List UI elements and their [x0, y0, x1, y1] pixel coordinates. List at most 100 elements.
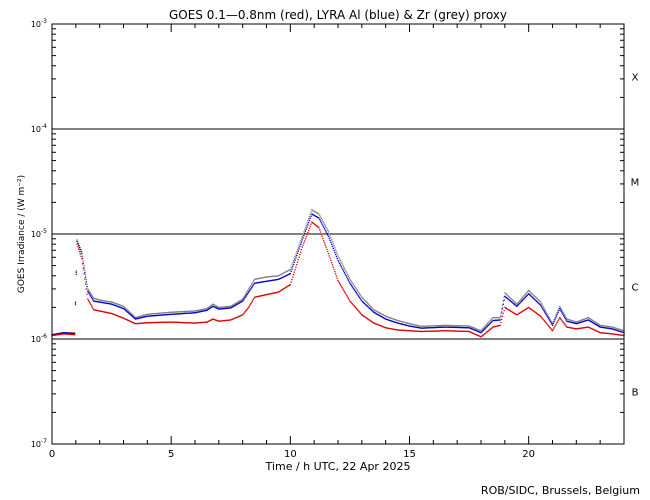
series-point	[436, 325, 439, 327]
series-point	[582, 327, 584, 329]
series-point	[78, 243, 80, 245]
series-point	[175, 321, 177, 323]
series-point	[483, 333, 485, 335]
series-point	[188, 312, 190, 314]
series-point	[113, 302, 115, 304]
series-point	[454, 330, 457, 332]
series-point	[381, 316, 384, 318]
series-point	[280, 273, 283, 275]
series-point	[392, 318, 394, 320]
series-point	[188, 322, 191, 324]
series-point	[288, 273, 290, 276]
series-point	[302, 237, 304, 239]
series-point	[244, 297, 246, 299]
series-point	[396, 319, 399, 322]
series-point	[93, 297, 96, 300]
series-point	[71, 332, 73, 335]
series-point	[304, 240, 306, 242]
series-point	[186, 322, 188, 324]
series-point	[442, 326, 444, 328]
series-point	[275, 275, 277, 277]
series-point	[266, 276, 268, 278]
series-point	[366, 318, 369, 320]
series-point	[514, 304, 516, 306]
series-point	[547, 316, 549, 318]
series-point	[131, 315, 133, 317]
series-point	[331, 239, 333, 241]
series-point	[157, 314, 159, 317]
series-point	[608, 332, 610, 335]
series-point	[563, 312, 565, 315]
series-point	[301, 235, 303, 238]
series-point	[331, 264, 334, 266]
series-point	[400, 329, 403, 331]
series-point	[97, 310, 99, 312]
series-point	[377, 314, 380, 316]
series-point	[168, 321, 171, 323]
series-point	[578, 322, 581, 324]
series-point	[621, 329, 624, 331]
series-point	[323, 240, 325, 242]
series-point	[420, 325, 423, 328]
series-point	[197, 322, 199, 324]
series-point	[135, 322, 137, 325]
series-point	[141, 314, 144, 317]
series-point	[144, 314, 146, 316]
series-point	[298, 244, 300, 246]
series-point	[94, 309, 96, 311]
series-point	[533, 310, 535, 313]
series-point	[447, 330, 449, 332]
series-point	[577, 320, 579, 323]
series-point	[611, 333, 613, 335]
series-point	[191, 310, 193, 312]
series-point	[515, 302, 517, 305]
series-point	[219, 306, 221, 309]
series-point	[139, 322, 141, 324]
series-point	[405, 324, 408, 326]
series-point	[617, 329, 619, 332]
series-point	[557, 311, 559, 313]
series-point	[392, 328, 394, 330]
series-point	[284, 286, 287, 289]
series-point	[451, 326, 453, 328]
series-point	[309, 213, 311, 215]
series-point	[560, 310, 562, 313]
series-point	[363, 299, 365, 301]
series-point	[570, 319, 573, 322]
series-point	[361, 314, 363, 316]
series-point	[272, 292, 274, 294]
series-point	[168, 311, 171, 314]
series-point	[551, 323, 554, 325]
series-point	[155, 312, 157, 315]
series-point	[82, 260, 84, 262]
series-point	[406, 329, 408, 332]
series-point	[223, 306, 225, 308]
series-point	[81, 257, 84, 260]
series-point	[306, 233, 308, 236]
series-point	[458, 326, 461, 329]
series-point	[52, 333, 54, 336]
series-point	[319, 220, 322, 222]
series-point	[386, 316, 388, 318]
series-point	[283, 276, 285, 278]
series-point	[171, 313, 173, 315]
series-point	[609, 327, 612, 330]
series-point	[496, 319, 498, 321]
series-point	[614, 333, 616, 335]
series-point	[288, 269, 291, 271]
series-point	[559, 307, 562, 309]
series-point	[401, 329, 404, 331]
series-point	[509, 297, 512, 299]
series-point	[468, 327, 470, 329]
series-point	[137, 317, 140, 319]
series-point	[440, 326, 442, 328]
series-point	[242, 299, 245, 301]
series-point	[368, 307, 370, 309]
series-point	[276, 278, 278, 281]
series-point	[269, 275, 272, 278]
series-point	[189, 322, 191, 324]
series-point	[267, 276, 269, 278]
series-point	[561, 320, 563, 322]
series-point	[171, 321, 173, 323]
series-point	[111, 303, 114, 306]
